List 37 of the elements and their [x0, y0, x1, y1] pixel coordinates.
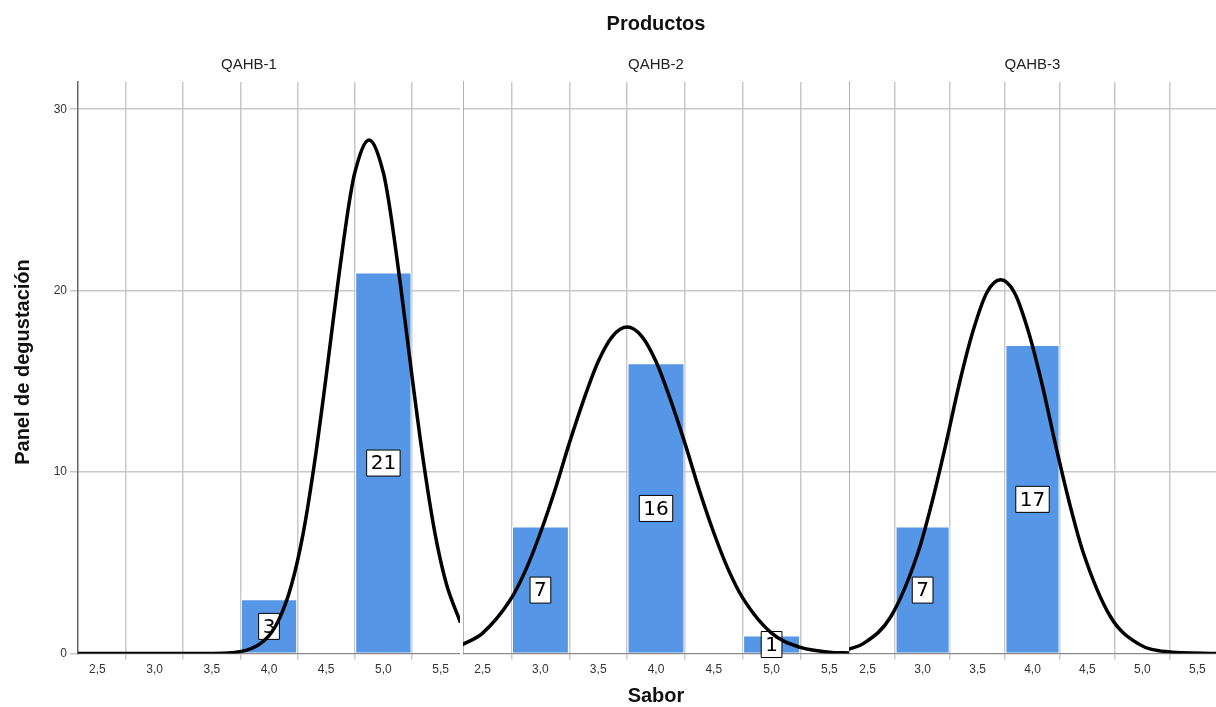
x-tick-label: 2,5	[474, 662, 492, 677]
x-tick-label: 4,5	[1079, 662, 1097, 677]
x-tick-label: 3,0	[146, 662, 164, 677]
y-tick-label: 20	[53, 282, 68, 297]
x-tick-label: 2,5	[859, 662, 877, 677]
x-tick-label: 3,5	[969, 662, 987, 677]
chart-title: QAHB-1	[221, 55, 277, 73]
data-label: 21	[370, 450, 397, 475]
chart-title: QAHB-3	[1004, 55, 1061, 73]
chart-title: QAHB-2	[628, 55, 684, 73]
x-tick-label: 5,5	[821, 662, 839, 677]
y-tick-label: 30	[53, 101, 68, 116]
x-tick-label: 5,5	[1188, 662, 1206, 677]
y-tick-label: 10	[53, 464, 68, 479]
x-tick-label: 5,0	[1134, 662, 1152, 677]
y-tick-label: 0	[60, 645, 68, 660]
x-tick-label: 3,5	[203, 662, 221, 677]
data-label: 7	[916, 577, 929, 602]
x-tick-label: 5,5	[432, 662, 450, 677]
y-axis-title: Panel de degustación	[10, 259, 34, 465]
x-axis-title: Sabor	[627, 684, 685, 707]
text: Productos	[606, 12, 706, 35]
x-tick-label: 5,0	[375, 662, 393, 677]
x-tick-label: 5,0	[763, 662, 781, 677]
x-tick-label: 3,0	[914, 662, 932, 677]
data-label: 16	[643, 495, 669, 520]
x-tick-label: 4,0	[647, 662, 665, 677]
x-tick-label: 3,5	[589, 662, 607, 677]
data-label: 7	[534, 577, 547, 602]
x-tick-label: 4,5	[705, 662, 723, 677]
x-tick-label: 3,0	[532, 662, 550, 677]
x-tick-label: 4,0	[1024, 662, 1042, 677]
x-tick-label: 4,0	[260, 662, 278, 677]
data-label: 1	[765, 631, 778, 656]
x-tick-label: 2,5	[89, 662, 107, 677]
x-tick-label: 4,5	[317, 662, 335, 677]
data-label: 17	[1019, 486, 1046, 511]
